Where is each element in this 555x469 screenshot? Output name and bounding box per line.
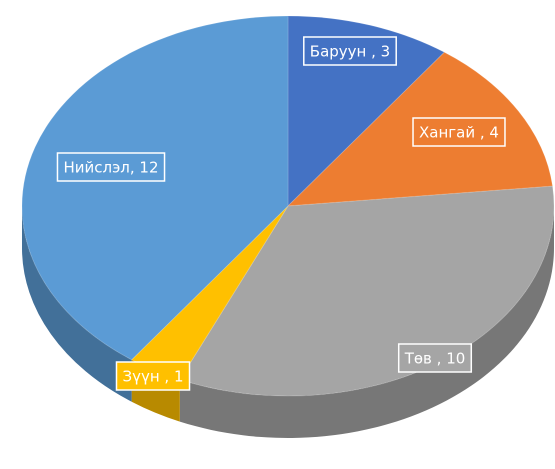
data-label-text: Нийслэл, 12 (63, 159, 158, 177)
data-label-box (115, 361, 191, 391)
slice (21, 15, 289, 361)
data-label-box (397, 343, 473, 373)
data-label-text: Зүүн , 1 (122, 368, 183, 386)
data-label-box (56, 152, 166, 182)
data-label-text: Баруун , 3 (310, 43, 390, 61)
data-label-text: Хангай , 4 (419, 124, 499, 142)
data-label-box (303, 36, 397, 66)
data-label: Төв , 10 (397, 343, 473, 373)
data-label: Зүүн , 1 (115, 361, 191, 391)
slice-side (179, 206, 555, 438)
data-label: Нийслэл, 12 (56, 152, 166, 182)
data-label: Баруун , 3 (303, 36, 397, 66)
data-label-text: Төв , 10 (404, 350, 466, 368)
slice-side (22, 206, 132, 402)
data-label-box (412, 117, 506, 147)
data-label: Хангай , 4 (412, 117, 506, 147)
